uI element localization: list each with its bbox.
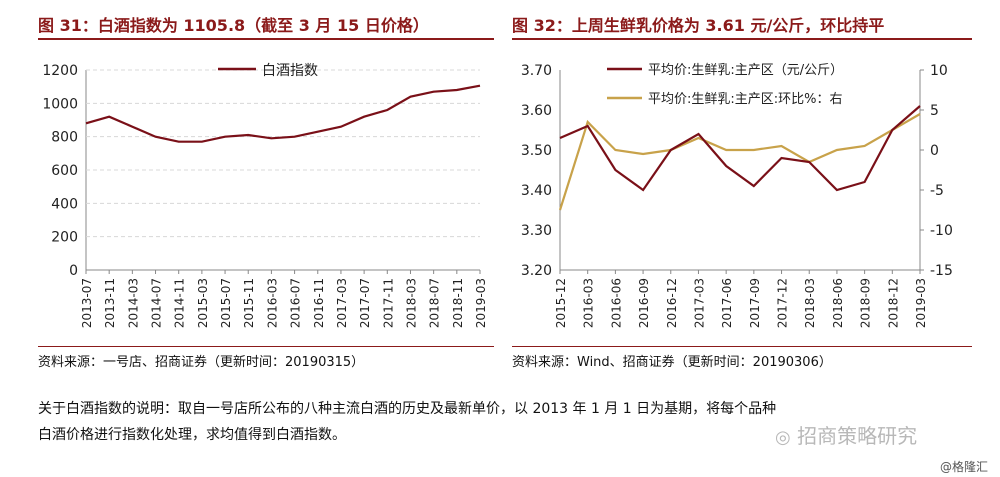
- legend-label-baijiu: 白酒指数: [262, 63, 318, 79]
- right-chart: 3.20 3.30 3.40 3.50 3.60 3.70 -15 -10 -5 0 5 10 20…: [521, 63, 953, 328]
- left-x-tick-label: 2014-11: [173, 278, 187, 328]
- series-line-baijiu-index: [85, 84, 481, 143]
- brand-watermark-text: 招商策略研究: [797, 424, 918, 448]
- right-source: 资料来源：Wind、招商证券（更新时间：20190306）: [512, 355, 832, 370]
- right-chart-title: 图 32：上周生鲜乳价格为 3.61 元/公斤，环比持平: [512, 16, 885, 35]
- left-x-tick-label: 2013-07: [80, 278, 94, 328]
- right-y-tick-label-left: 3.40: [521, 183, 552, 199]
- right-x-tick-label: 2018-12: [886, 278, 900, 328]
- left-title-rule: [38, 38, 494, 40]
- right-x-tick-label: 2017-03: [692, 278, 706, 328]
- left-x-tick-label: 2015-07: [219, 278, 233, 328]
- left-y-tick-label: 600: [51, 163, 78, 179]
- left-y-tick-label: 0: [69, 263, 78, 279]
- right-y-tick-label-left: 3.50: [521, 143, 552, 159]
- note-line-1: 关于白酒指数的说明：取自一号店所公布的八种主流白酒的历史及最新单价，以 2013…: [38, 401, 777, 417]
- left-x-tick-label: 2018-11: [451, 278, 465, 328]
- wechat-icon: ◎: [775, 427, 791, 448]
- left-x-tick-label: 2018-07: [428, 278, 442, 328]
- left-y-tick-label: 400: [51, 196, 78, 212]
- right-y-tick-label-right: 10: [930, 63, 948, 79]
- right-y-tick-label-right: -10: [930, 223, 953, 239]
- right-y-tick-label-left: 3.60: [521, 103, 552, 119]
- left-x-tick-label: 2016-03: [265, 278, 279, 328]
- left-chart: 0 200 400 600 800 1000 1200 2013-07 2013-11 2014…: [42, 63, 488, 328]
- right-y-tick-label-left: 3.20: [521, 263, 552, 279]
- right-x-tick-label: 2018-06: [831, 278, 845, 328]
- right-y-tick-label-right: -5: [930, 183, 944, 199]
- series-line-milk-price: [559, 105, 921, 192]
- series-line-milk-mom: [558, 113, 921, 211]
- right-x-tick-label: 2018-09: [859, 278, 873, 328]
- left-x-tick-label: 2019-03: [474, 278, 488, 328]
- left-x-tick-label: 2018-03: [404, 278, 418, 328]
- left-y-tick-label: 1000: [42, 96, 78, 112]
- left-x-tick-label: 2017-07: [358, 278, 372, 328]
- left-y-tick-label: 800: [51, 130, 78, 146]
- right-title-rule: [512, 38, 972, 40]
- right-y-tick-label-right: 0: [930, 143, 939, 159]
- left-x-tick-label: 2014-07: [150, 278, 164, 328]
- right-x-tick-label: 2017-09: [748, 278, 762, 328]
- right-y-tick-label-left: 3.70: [521, 63, 552, 79]
- right-x-tick-label: 2019-03: [914, 278, 928, 328]
- right-x-tick-label: 2018-03: [803, 278, 817, 328]
- brand-watermark: ◎ 招商策略研究: [775, 420, 917, 449]
- right-x-tick-label: 2016-03: [582, 278, 596, 328]
- left-x-tick-label: 2015-11: [242, 278, 256, 328]
- left-y-tick-label: 1200: [42, 63, 78, 79]
- left-source-rule: [38, 346, 494, 347]
- left-chart-title: 图 31：白酒指数为 1105.8（截至 3 月 15 日价格）: [38, 16, 429, 35]
- left-source: 资料来源：一号店、招商证券（更新时间：20190315）: [38, 355, 365, 370]
- right-x-tick-label: 2017-06: [720, 278, 734, 328]
- right-x-tick-label: 2015-12: [554, 278, 568, 328]
- right-x-tick-label: 2017-12: [776, 278, 790, 328]
- right-x-tick-label: 2016-12: [665, 278, 679, 328]
- left-x-tick-label: 2014-03: [126, 278, 140, 328]
- legend-label-milk-price: 平均价:生鲜乳:主产区（元/公斤）: [648, 63, 843, 78]
- legend-label-milk-mom: 平均价:生鲜乳:主产区:环比%：右: [648, 92, 843, 107]
- note-line-2: 白酒价格进行指数化处理，求均值得到白酒指数。: [38, 427, 346, 443]
- left-y-tick-label: 200: [51, 230, 78, 246]
- right-y-tick-label-left: 3.30: [521, 223, 552, 239]
- right-source-rule: [512, 346, 972, 347]
- right-x-tick-label: 2016-09: [637, 278, 651, 328]
- credit-label: @格隆汇: [939, 460, 988, 474]
- left-x-tick-label: 2017-03: [335, 278, 349, 328]
- left-x-tick-label: 2016-11: [312, 278, 326, 328]
- left-x-tick-label: 2015-03: [196, 278, 210, 328]
- left-x-tick-label: 2017-11: [381, 278, 395, 328]
- right-y-tick-label-right: -15: [930, 263, 953, 279]
- right-x-tick-label: 2016-06: [609, 278, 623, 328]
- left-x-tick-label: 2016-07: [289, 278, 303, 328]
- right-y-tick-label-right: 5: [930, 103, 939, 119]
- left-x-tick-label: 2013-11: [103, 278, 117, 328]
